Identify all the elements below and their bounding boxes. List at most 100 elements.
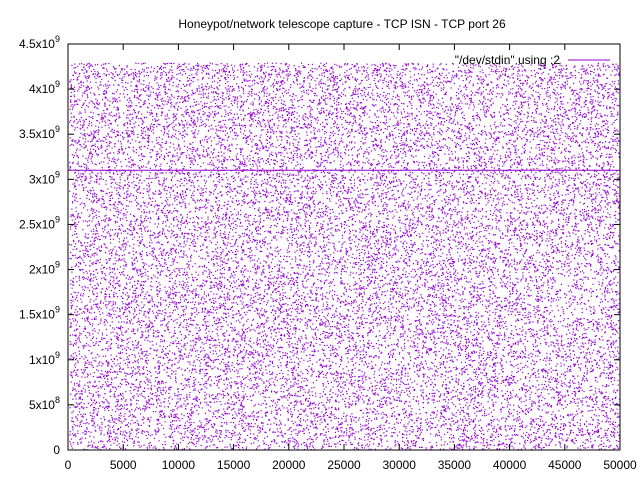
scatter-point (482, 414, 484, 417)
scatter-point (206, 151, 208, 153)
scatter-point (85, 327, 87, 330)
scatter-point (488, 233, 490, 235)
scatter-point (391, 181, 393, 183)
scatter-point (375, 413, 377, 415)
scatter-point (409, 413, 411, 415)
scatter-point (211, 287, 213, 289)
scatter-point (258, 233, 260, 235)
scatter-point (140, 228, 143, 230)
scatter-point (325, 321, 327, 323)
scatter-point (259, 393, 261, 395)
scatter-point (107, 364, 109, 366)
scatter-point (426, 113, 428, 116)
scatter-point (75, 324, 77, 326)
scatter-point (174, 319, 176, 321)
scatter-point (422, 406, 425, 409)
scatter-point (590, 343, 592, 345)
scatter-point (590, 254, 592, 256)
scatter-point (216, 417, 218, 419)
scatter-point (456, 74, 458, 76)
scatter-point (189, 69, 191, 71)
scatter-point (75, 309, 77, 311)
scatter-point (543, 221, 545, 223)
scatter-point (373, 148, 375, 150)
scatter-point (88, 402, 90, 404)
scatter-point (471, 293, 473, 295)
scatter-point (403, 180, 405, 182)
scatter-point (269, 218, 271, 220)
scatter-point (98, 113, 100, 115)
scatter-point (325, 443, 328, 445)
scatter-point (491, 440, 493, 442)
scatter-point (405, 372, 407, 375)
scatter-point (214, 106, 216, 108)
scatter-point (315, 342, 317, 345)
scatter-point (269, 364, 271, 366)
scatter-point (459, 124, 462, 126)
scatter-point (93, 359, 95, 362)
scatter-point (93, 304, 95, 306)
scatter-point (191, 153, 193, 155)
scatter-point (391, 264, 394, 267)
scatter-point (454, 446, 456, 448)
scatter-point (86, 221, 89, 223)
scatter-point (207, 361, 209, 363)
scatter-point (74, 221, 76, 223)
scatter-point (586, 430, 588, 432)
scatter-point (477, 114, 479, 116)
scatter-point (532, 130, 534, 132)
scatter-point (85, 431, 88, 433)
scatter-point (174, 197, 176, 199)
scatter-point (582, 239, 584, 241)
scatter-point (76, 418, 78, 420)
scatter-point (581, 220, 583, 222)
scatter-point (296, 425, 298, 427)
scatter-point (199, 207, 201, 209)
scatter-point (568, 415, 570, 417)
scatter-point (317, 375, 320, 377)
scatter-point (93, 411, 95, 413)
scatter-point (483, 369, 485, 371)
scatter-point (272, 186, 274, 188)
scatter-point (607, 162, 610, 165)
scatter-point (518, 155, 520, 158)
scatter-point (358, 148, 360, 150)
scatter-point (358, 399, 360, 401)
scatter-point (312, 446, 314, 448)
scatter-point (139, 243, 142, 245)
scatter-point (204, 375, 206, 377)
scatter-point (148, 317, 150, 319)
scatter-point (416, 350, 418, 352)
scatter-point (185, 299, 188, 301)
scatter-point (363, 286, 365, 288)
scatter-point (206, 372, 209, 374)
scatter-point (446, 201, 448, 203)
scatter-point (570, 74, 572, 76)
scatter-point (536, 72, 538, 74)
scatter-point (600, 448, 602, 450)
scatter-point (267, 444, 270, 447)
scatter-point (112, 286, 114, 288)
scatter-point (598, 102, 600, 104)
scatter-point (148, 230, 150, 232)
scatter-point (372, 357, 375, 359)
scatter-point (480, 191, 482, 193)
scatter-point (615, 256, 617, 258)
scatter-point (466, 181, 468, 183)
scatter-point (189, 323, 191, 325)
scatter-point (487, 382, 489, 384)
scatter-point (101, 362, 103, 364)
scatter-point (577, 405, 579, 407)
scatter-point (329, 254, 331, 256)
scatter-point (407, 162, 409, 164)
scatter-point (228, 351, 230, 353)
scatter-point (340, 363, 342, 366)
scatter-point (95, 304, 98, 306)
scatter-point (376, 277, 378, 279)
scatter-point (312, 284, 315, 286)
scatter-point (174, 207, 176, 209)
scatter-point (113, 328, 115, 330)
scatter-point (146, 188, 148, 190)
scatter-point (544, 145, 546, 147)
scatter-point (480, 94, 482, 96)
